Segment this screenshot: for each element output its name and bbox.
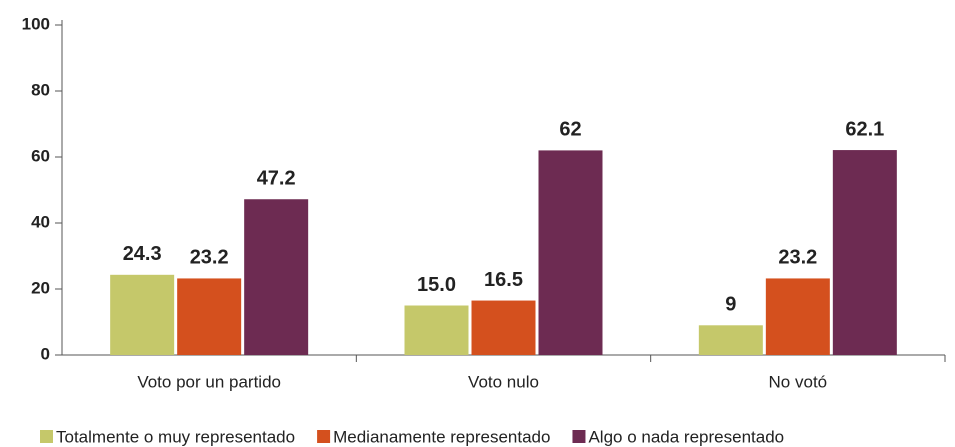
- y-tick-label: 20: [31, 278, 50, 297]
- legend-label: Medianamente representado: [333, 427, 550, 446]
- bar: [471, 300, 536, 355]
- y-tick-label: 40: [31, 212, 50, 231]
- x-tick-label: Voto nulo: [468, 372, 539, 391]
- y-tick-label: 60: [31, 146, 50, 165]
- value-label: 23.2: [190, 247, 229, 269]
- bar: [244, 199, 309, 355]
- value-label: 24.3: [123, 243, 162, 265]
- bar: [404, 305, 469, 355]
- legend-label: Algo o nada representado: [588, 427, 784, 446]
- value-label: 16.5: [484, 269, 523, 291]
- value-label: 23.2: [778, 247, 817, 269]
- legend-swatch: [572, 430, 586, 443]
- bar: [832, 150, 897, 355]
- legend-swatch: [317, 430, 331, 443]
- y-tick-label: 0: [41, 344, 50, 363]
- value-label: 15.0: [417, 274, 456, 296]
- x-tick-label: Voto por un partido: [137, 372, 281, 391]
- value-label: 62.1: [845, 118, 884, 140]
- bar: [698, 325, 763, 355]
- bar: [765, 278, 830, 355]
- value-label: 47.2: [257, 168, 296, 190]
- value-label: 62: [559, 119, 581, 141]
- legend-swatch: [40, 430, 53, 443]
- bar: [110, 274, 175, 355]
- bar: [538, 150, 603, 355]
- y-tick-label: 100: [22, 14, 50, 33]
- x-tick-label: No votó: [769, 372, 828, 391]
- legend-label: Totalmente o muy representado: [56, 427, 295, 446]
- bar: [177, 278, 242, 355]
- y-tick-label: 80: [31, 80, 50, 99]
- value-label: 9: [725, 294, 736, 316]
